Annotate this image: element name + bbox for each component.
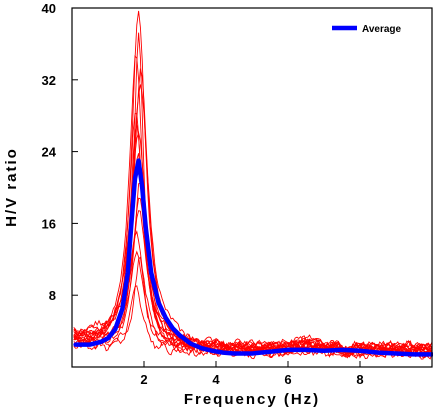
individual-curve <box>74 133 432 354</box>
legend: Average <box>332 24 402 35</box>
y-tick-label: 40 <box>42 1 56 16</box>
y-tick-label: 16 <box>42 216 56 231</box>
y-tick-label: 8 <box>49 288 56 303</box>
x-tick-label: 4 <box>212 372 220 387</box>
individual-curve <box>74 56 432 355</box>
x-ticks: 2 4 6 8 <box>140 361 363 387</box>
individual-curve <box>74 69 432 356</box>
y-tick-label: 24 <box>42 145 57 160</box>
y-axis-title: H/V ratio <box>3 147 20 227</box>
x-axis-title: Frequency (Hz) <box>184 391 320 408</box>
x-tick-label: 2 <box>140 372 147 387</box>
y-tick-label: 32 <box>42 73 56 88</box>
individual-curve <box>74 114 432 357</box>
individual-curves <box>74 11 432 359</box>
legend-label-average: Average <box>362 24 402 35</box>
x-tick-label: 8 <box>356 372 363 387</box>
x-tick-label: 6 <box>284 372 291 387</box>
